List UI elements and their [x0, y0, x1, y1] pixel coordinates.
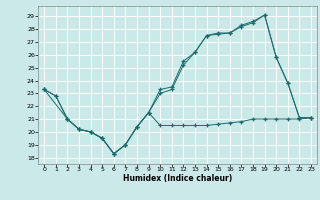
X-axis label: Humidex (Indice chaleur): Humidex (Indice chaleur): [123, 174, 232, 183]
